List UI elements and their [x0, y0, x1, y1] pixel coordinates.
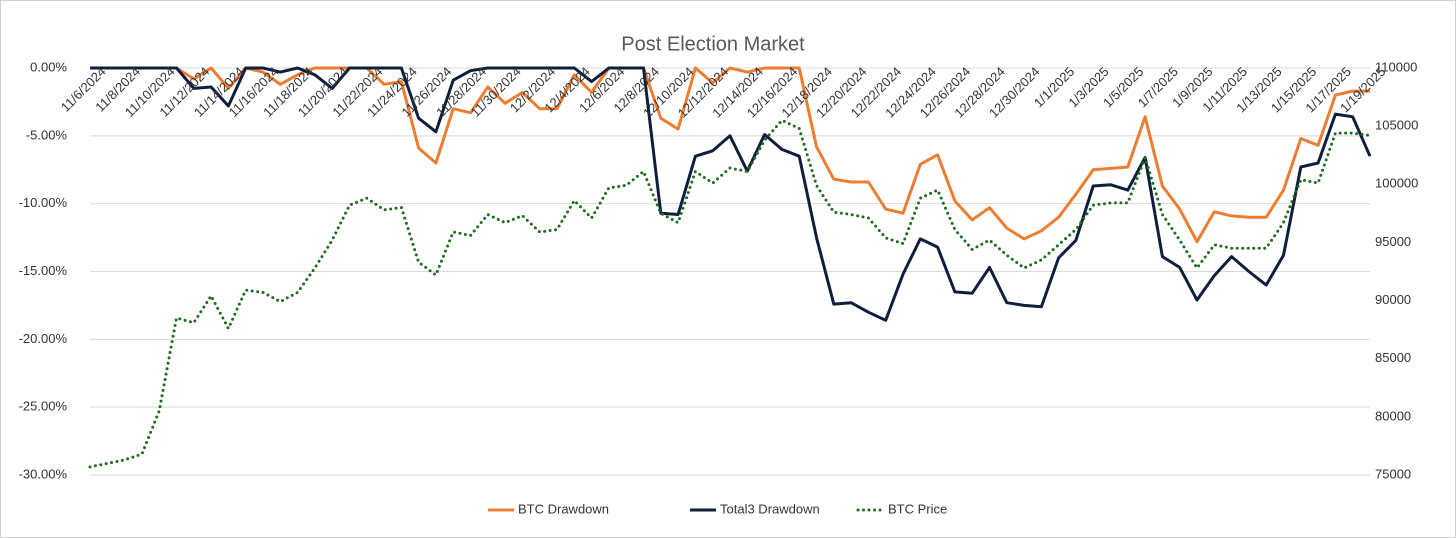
legend-label: BTC Drawdown [518, 501, 609, 516]
chart-title: Post Election Market [621, 33, 805, 55]
y-tick-label: -5.00% [26, 127, 68, 142]
y2-tick-label: 110000 [1375, 59, 1417, 74]
y-tick-label: -30.00% [19, 466, 68, 481]
y-tick-label: -25.00% [19, 399, 68, 414]
y2-tick-label: 85000 [1375, 350, 1411, 365]
y-tick-label: -10.00% [19, 195, 68, 210]
y-tick-label: 0.00% [30, 59, 67, 74]
y-tick-label: -15.00% [19, 263, 68, 278]
y2-tick-label: 95000 [1375, 234, 1411, 249]
series-line [90, 66, 1370, 244]
y2-tick-label: 105000 [1375, 118, 1418, 133]
y2-tick-label: 75000 [1375, 466, 1411, 481]
y2-tick-label: 90000 [1375, 292, 1411, 307]
y-tick-label: -20.00% [19, 331, 68, 346]
series-line [90, 66, 1372, 322]
series-line [88, 118, 1372, 469]
legend-label: Total3 Drawdown [720, 501, 820, 516]
y2-tick-label: 100000 [1375, 176, 1418, 191]
y2-tick-label: 80000 [1375, 408, 1411, 423]
legend-label: BTC Price [888, 501, 947, 516]
